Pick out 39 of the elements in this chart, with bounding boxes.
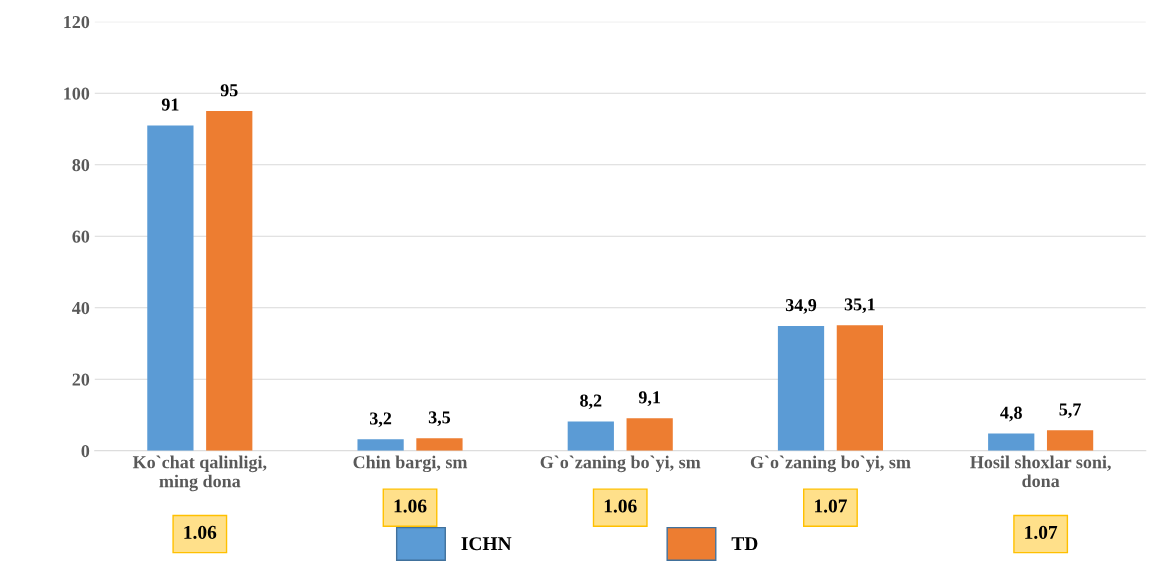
bar — [777, 325, 825, 451]
bar — [206, 111, 253, 451]
y-tick-label: 60 — [72, 230, 90, 243]
y-tick-label: 80 — [72, 158, 90, 172]
y-tick-label: 0 — [81, 444, 90, 458]
bar — [567, 421, 614, 451]
bar — [416, 438, 463, 451]
bar — [626, 418, 673, 451]
data-label: 9,1 — [638, 391, 661, 407]
text: 1.07 — [1025, 525, 1058, 540]
x-tick-label: Chin bargi, sm — [353, 455, 468, 473]
data-label: 91 — [161, 98, 179, 111]
y-tick-label: 120 — [64, 15, 90, 29]
text: 1.07 — [814, 499, 847, 513]
bar — [836, 325, 883, 451]
y-tick-label: 40 — [72, 301, 90, 315]
text: 1.06 — [604, 499, 637, 513]
data-label: 3,2 — [369, 412, 392, 428]
legend-label: ICHN — [461, 537, 512, 551]
bar — [147, 125, 194, 451]
text: 1.06 — [394, 499, 427, 513]
data-label: 4,8 — [1000, 406, 1022, 422]
x-tick-label: G`o`zaning bo`yi, sm — [750, 455, 911, 473]
data-label: 34,9 — [785, 299, 817, 314]
y-tick-label: 20 — [72, 373, 90, 386]
bar — [988, 433, 1035, 451]
x-tick-label: Hosil shoxlar soni, dona — [970, 455, 1111, 488]
bar — [1046, 430, 1094, 451]
legend-label: TD — [731, 537, 758, 551]
y-tick-label: 100 — [64, 87, 90, 100]
data-label: 35,1 — [844, 298, 875, 314]
data-label: 5,7 — [1059, 403, 1081, 419]
text: 1.06 — [184, 525, 217, 540]
x-tick-label: G`o`zaning bo`yi, sm — [540, 455, 701, 473]
x-tick-label: Ko`chat qalinligi, ming dona — [132, 455, 267, 492]
data-label: 3,5 — [428, 411, 451, 427]
bar — [357, 439, 404, 451]
data-label: 8,2 — [580, 394, 602, 410]
data-label: 95 — [220, 84, 238, 97]
